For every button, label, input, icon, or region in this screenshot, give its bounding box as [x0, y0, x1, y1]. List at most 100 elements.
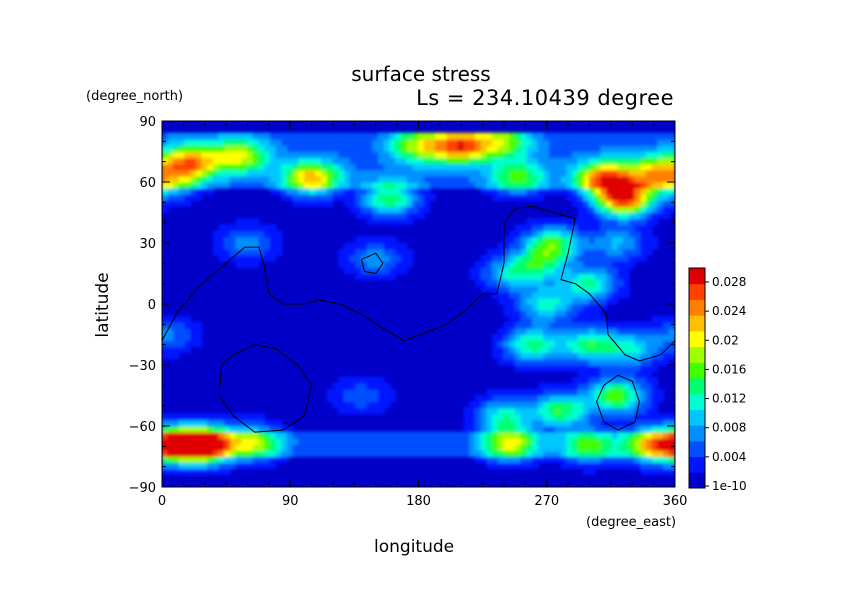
heatmap-cell — [617, 212, 625, 220]
heatmap-cell — [429, 157, 437, 165]
heatmap-cell — [571, 181, 579, 189]
heatmap-cell — [372, 193, 380, 201]
heatmap-cell — [269, 236, 277, 244]
heatmap-cell — [566, 218, 573, 226]
heatmap-cell — [184, 138, 191, 146]
heatmap-cell — [355, 401, 362, 409]
heatmap-cell — [383, 266, 391, 274]
colorbar-swatch — [689, 425, 705, 442]
heatmap-cell — [611, 236, 619, 244]
heatmap-cell — [429, 431, 437, 439]
heatmap-cell — [366, 273, 374, 281]
heatmap-cell — [212, 248, 220, 256]
heatmap-cell — [400, 187, 408, 195]
heatmap-cell — [583, 285, 590, 293]
heatmap-cell — [640, 248, 647, 256]
heatmap-cell — [589, 169, 596, 177]
heatmap-cell — [338, 407, 345, 415]
heatmap-cell — [475, 157, 482, 165]
heatmap-cell — [406, 431, 414, 439]
heatmap-cell — [503, 138, 511, 146]
heatmap-cell — [514, 157, 522, 165]
heatmap-cell — [212, 132, 220, 140]
heatmap-cell — [412, 187, 419, 195]
heatmap-cell — [446, 449, 454, 457]
heatmap-cell — [606, 297, 613, 305]
heatmap-cell — [355, 236, 362, 244]
heatmap-cell — [554, 413, 562, 421]
heatmap-cell — [549, 187, 556, 195]
heatmap-cell — [663, 462, 670, 470]
heatmap-cell — [435, 181, 442, 189]
heatmap-cell — [571, 169, 579, 177]
heatmap-cell — [355, 248, 362, 256]
heatmap-cell — [435, 437, 442, 445]
heatmap-cell — [435, 138, 442, 146]
heatmap-cell — [571, 242, 579, 250]
heatmap-cell — [663, 157, 670, 165]
heatmap-cell — [201, 157, 209, 165]
heatmap-cell — [594, 364, 602, 372]
heatmap-cell — [355, 388, 362, 396]
heatmap-cell — [589, 144, 596, 152]
heatmap-cell — [560, 273, 568, 281]
heatmap-cell — [583, 199, 590, 207]
heatmap-cell — [514, 309, 522, 317]
heatmap-cell — [435, 132, 442, 140]
heatmap-cell — [355, 395, 362, 403]
heatmap-cell — [606, 279, 613, 287]
heatmap-cell — [566, 437, 573, 445]
heatmap-cell — [252, 413, 260, 421]
heatmap-cell — [623, 199, 630, 207]
heatmap-cell — [543, 273, 551, 281]
heatmap-cell — [583, 242, 590, 250]
heatmap-cell — [514, 297, 522, 305]
heatmap-cell — [372, 187, 380, 195]
heatmap-cell — [566, 334, 573, 342]
heatmap-cell — [583, 315, 590, 323]
heatmap-cell — [611, 443, 619, 451]
heatmap-cell — [452, 431, 459, 439]
heatmap-cell — [361, 169, 368, 177]
heatmap-cell — [497, 456, 505, 464]
heatmap-cell — [361, 260, 368, 268]
heatmap-cell — [651, 175, 659, 183]
heatmap-cell — [554, 443, 562, 451]
heatmap-cell — [258, 224, 266, 232]
heatmap-cell — [475, 407, 482, 415]
heatmap-cell — [275, 144, 283, 152]
heatmap-cell — [628, 382, 636, 390]
heatmap-cell — [628, 321, 636, 329]
heatmap-cell — [617, 443, 625, 451]
heatmap-cell — [366, 266, 374, 274]
heatmap-cell — [321, 132, 328, 140]
heatmap-cell — [577, 266, 585, 274]
heatmap-cell — [286, 425, 294, 433]
heatmap-cell — [537, 248, 545, 256]
heatmap-cell — [628, 352, 636, 360]
heatmap-cell — [560, 388, 568, 396]
heatmap-cell — [258, 431, 266, 439]
heatmap-cell — [264, 151, 271, 159]
heatmap-cell — [526, 260, 533, 268]
heatmap-cell — [492, 291, 499, 299]
heatmap-cells — [162, 132, 675, 476]
heatmap-cell — [560, 327, 568, 335]
heatmap-cell — [406, 205, 414, 213]
heatmap-cell — [600, 138, 608, 146]
heatmap-cell — [549, 327, 556, 335]
heatmap-cell — [634, 181, 642, 189]
heatmap-cell — [418, 157, 425, 165]
heatmap-cell — [549, 315, 556, 323]
heatmap-cell — [195, 413, 203, 421]
heatmap-cell — [264, 230, 271, 238]
heatmap-cell — [366, 382, 374, 390]
heatmap-cell — [657, 449, 665, 457]
heatmap-cell — [212, 413, 220, 421]
heatmap-cell — [651, 334, 659, 342]
heatmap-cell — [195, 437, 203, 445]
heatmap-cell — [606, 187, 613, 195]
heatmap-cell — [514, 254, 522, 262]
heatmap-cell — [594, 248, 602, 256]
colorbar-label: 1e-10 — [712, 479, 747, 493]
